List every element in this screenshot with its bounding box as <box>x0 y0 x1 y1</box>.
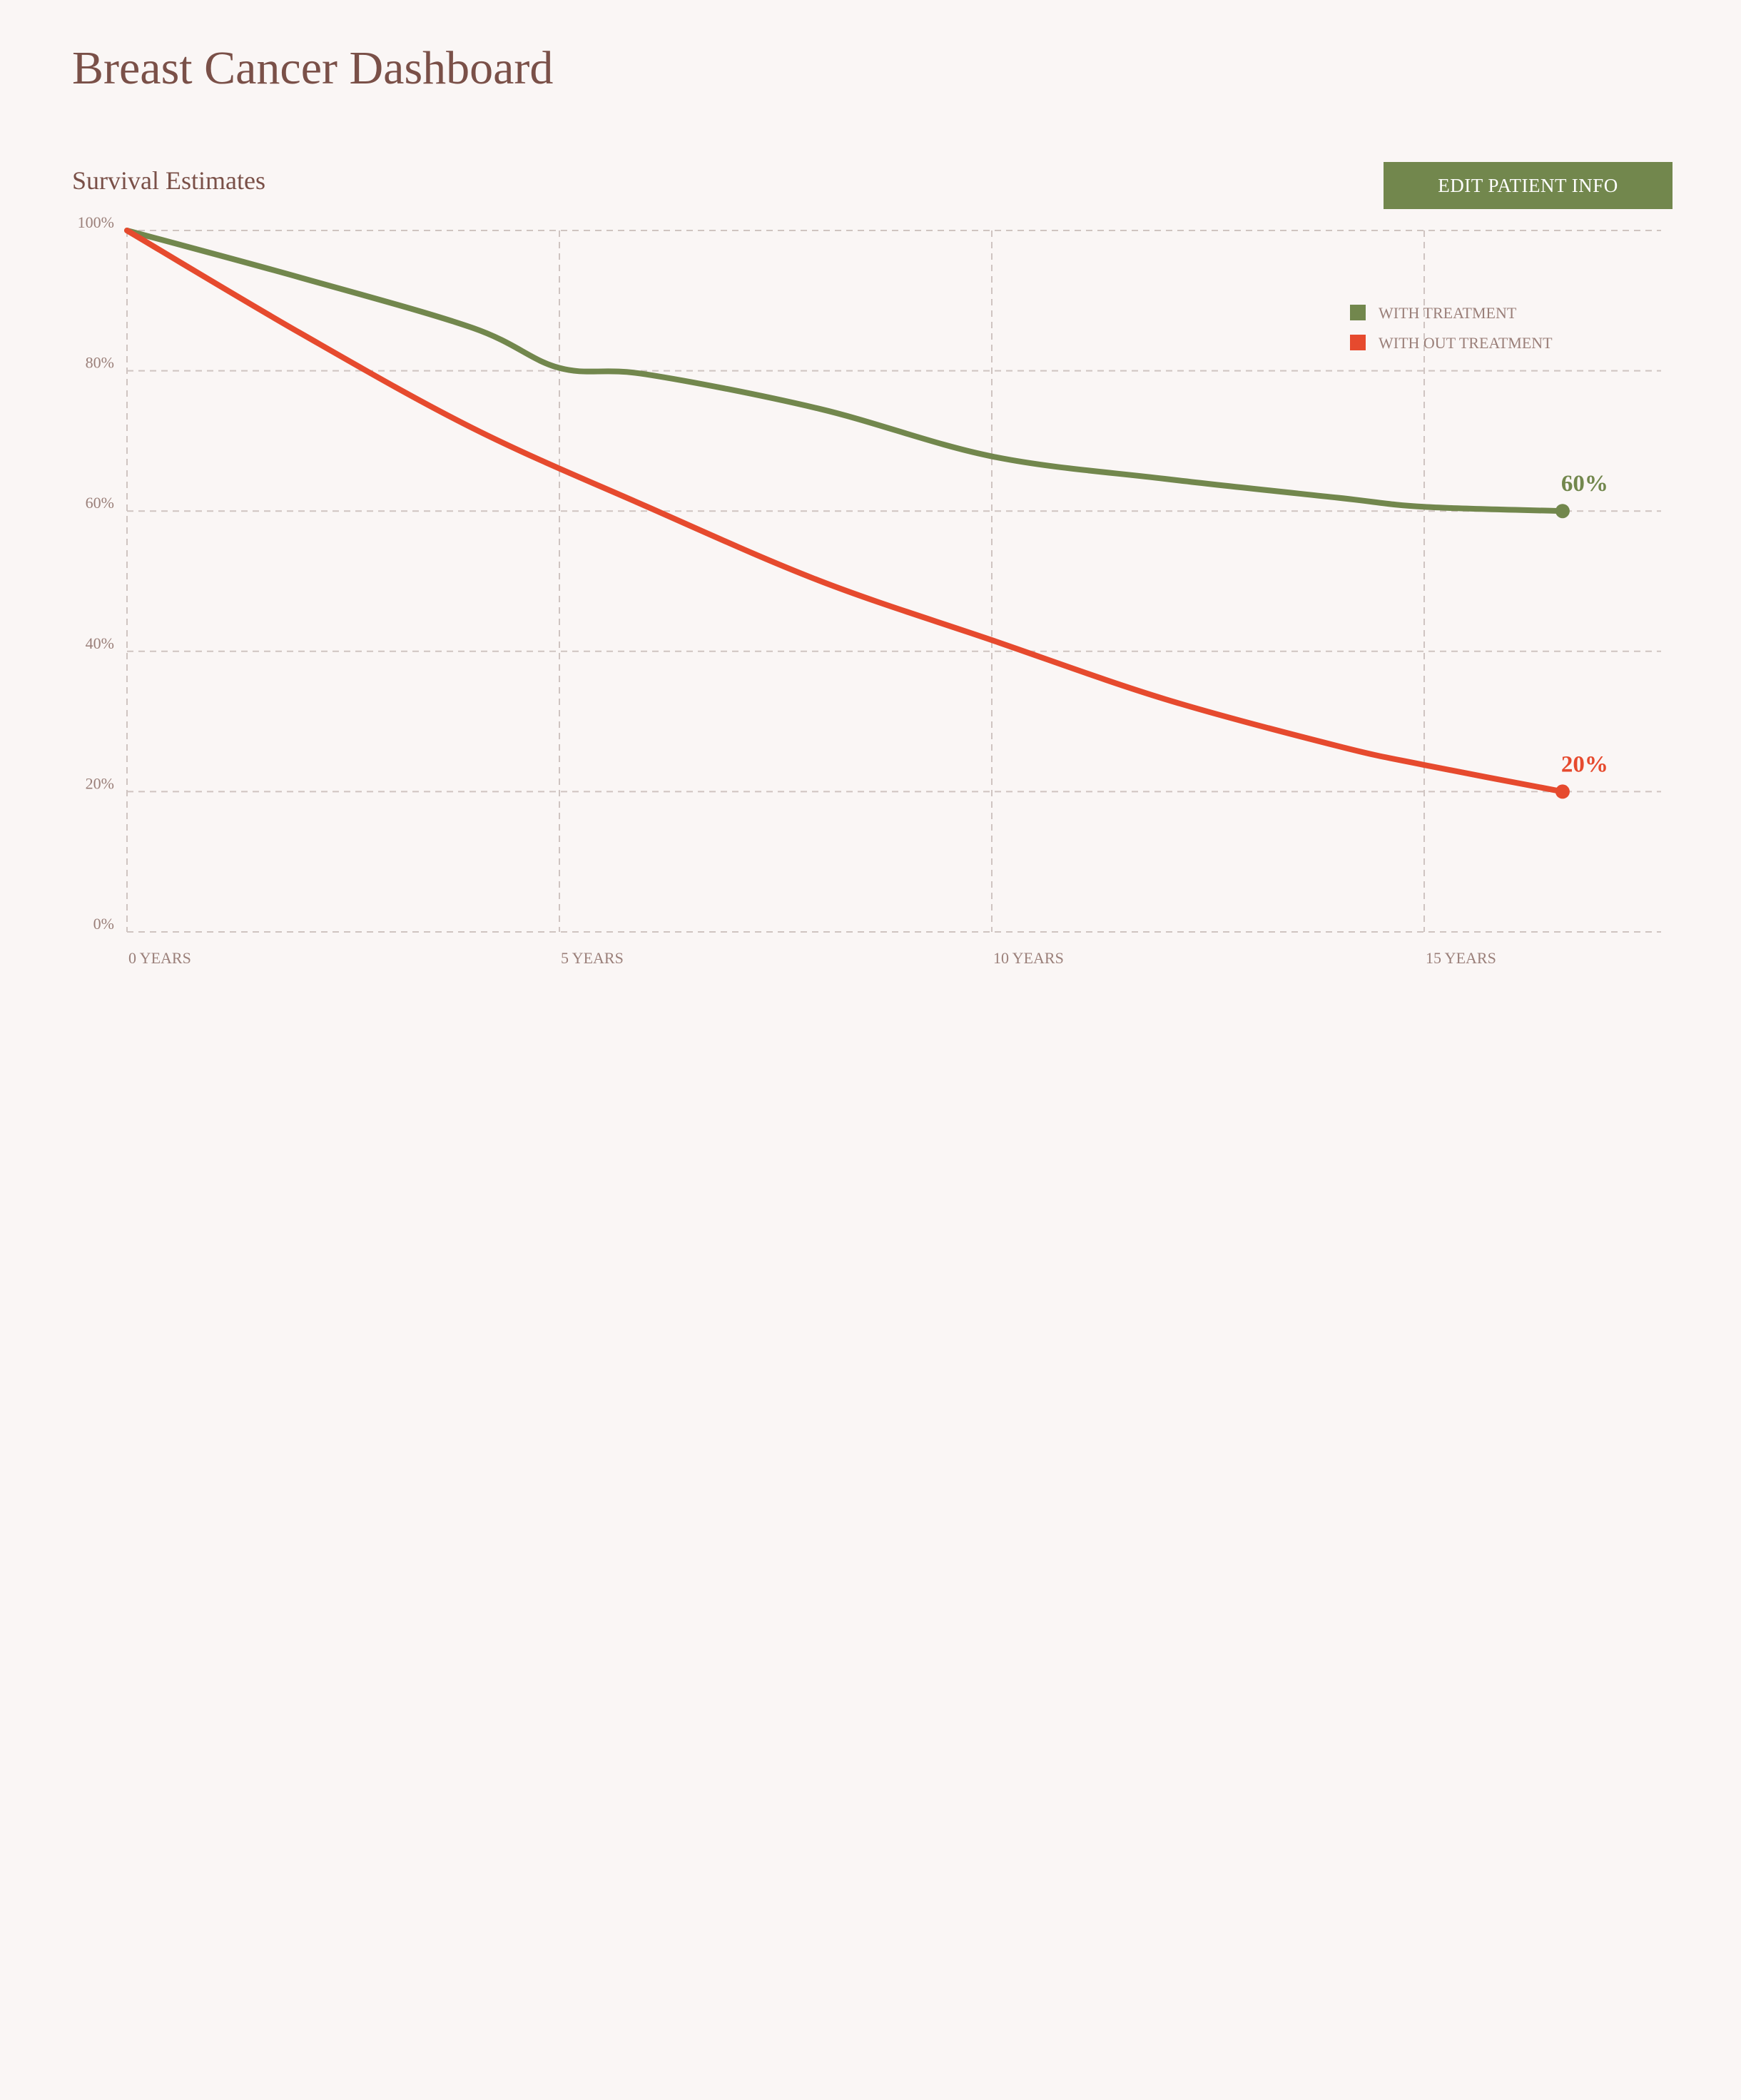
survival-chart: 0% 20% 40% 60% 80% 100% 0 YEARS 5 YEARS 10 YEARS… <box>78 213 1661 967</box>
y-tick-label: 20% <box>86 774 114 792</box>
y-tick-label: 40% <box>86 634 114 652</box>
y-tick-label: 0% <box>93 915 114 933</box>
with-treatment-end-point <box>1555 504 1570 519</box>
y-tick-label: 80% <box>86 354 114 372</box>
x-tick-label: 0 YEARS <box>128 949 191 967</box>
legend-label-with-treatment: WITH TREATMENT <box>1379 304 1517 322</box>
x-tick-label: 15 YEARS <box>1426 949 1496 967</box>
without-treatment-end-point <box>1555 784 1570 799</box>
section-title: Survival Estimates <box>72 166 265 195</box>
legend-swatch-without-treatment <box>1350 335 1366 350</box>
with-treatment-end-label: 60% <box>1561 471 1608 497</box>
without-treatment-line <box>124 228 1565 795</box>
legend-label-without-treatment: WITH OUT TREATMENT <box>1379 334 1553 352</box>
x-tick-label: 5 YEARS <box>561 949 624 967</box>
legend-swatch-with-treatment <box>1350 305 1366 320</box>
page-title: Breast Cancer Dashboard <box>72 42 554 94</box>
edit-patient-info-button[interactable]: EDIT PATIENT INFO <box>1384 162 1673 209</box>
y-tick-label: 60% <box>86 494 114 512</box>
y-tick-label: 100% <box>78 213 114 231</box>
without-treatment-end-label: 20% <box>1561 751 1608 777</box>
with-treatment-line <box>124 228 1565 514</box>
x-tick-label: 10 YEARS <box>993 949 1064 967</box>
